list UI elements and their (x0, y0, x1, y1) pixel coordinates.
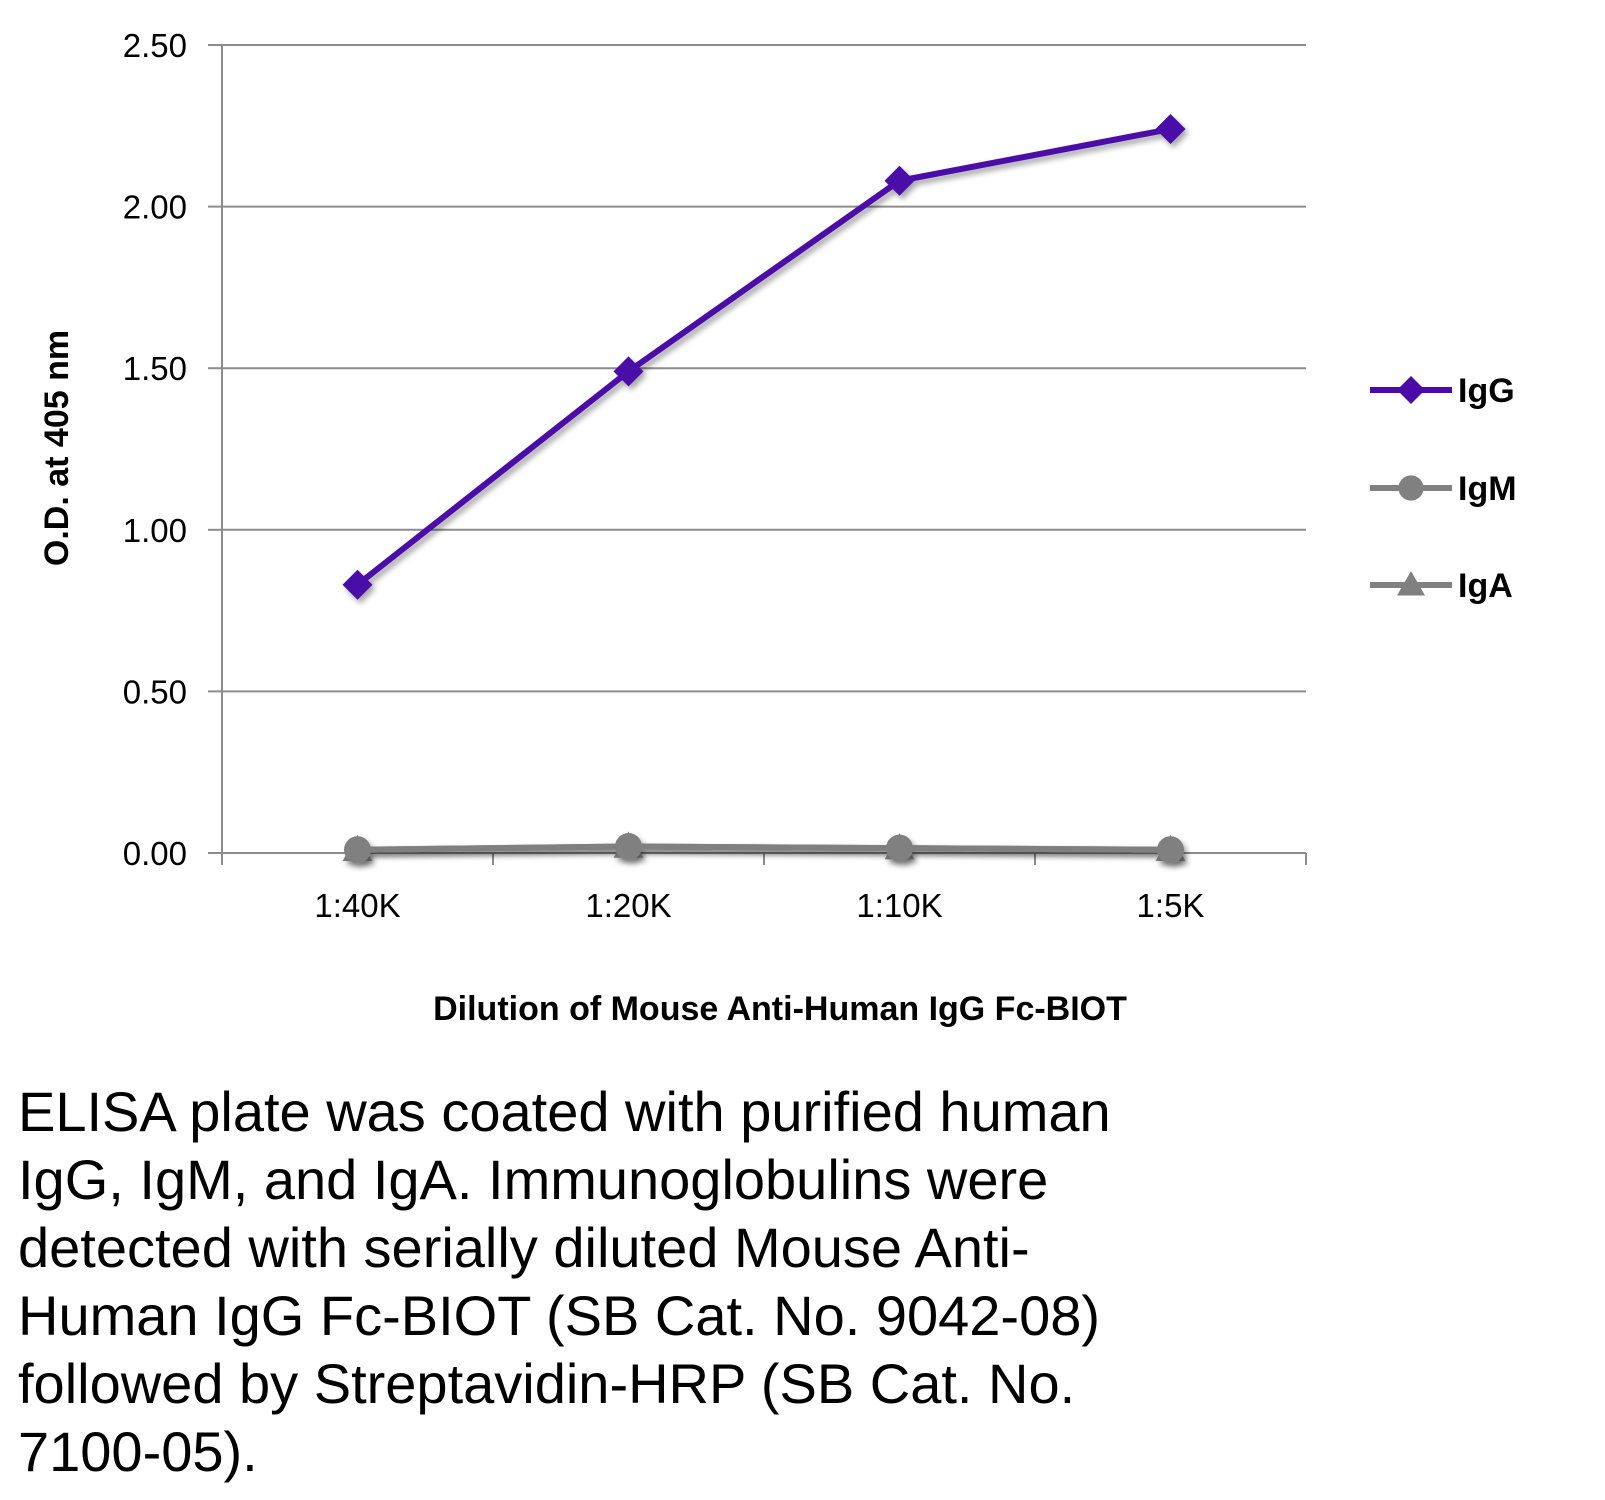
data-point-IgM-1:40K (344, 836, 371, 864)
y-tick-label-2.00: 2.00 (123, 189, 187, 226)
y-tick-label-1.00: 1.00 (123, 512, 187, 549)
gridlines (222, 44, 1306, 693)
series-lines (342, 114, 1186, 864)
legend-item-IgM: IgM (1370, 470, 1517, 508)
x-axis-tick-labels: 1:40K 1:20K 1:10K 1:5K (314, 887, 1204, 924)
y-tick-label-0.00: 0.00 (123, 835, 187, 872)
data-point-IgM-1:10K (886, 834, 913, 862)
y-axis-tick-labels: 0.00 0.50 1.00 1.50 2.00 2.50 (123, 27, 187, 872)
data-point-IgG-1:10K (884, 165, 915, 196)
x-tick-label-1:10K: 1:10K (856, 887, 942, 924)
x-tick-label-1:5K: 1:5K (1137, 887, 1205, 924)
series-line-IgM (357, 843, 1171, 853)
y-tick-label-2.50: 2.50 (123, 27, 187, 64)
series-IgM (344, 833, 1184, 864)
legend-label-IgM: IgM (1458, 470, 1517, 508)
y-tick-label-0.50: 0.50 (123, 673, 187, 710)
legend-label-IgA: IgA (1458, 567, 1513, 605)
elisa-line-chart: 0.00 0.50 1.00 1.50 2.00 2.50 1:40K 1:20K 1:10K… (38, 27, 1517, 1028)
data-point-IgM-1:5K (1157, 836, 1184, 864)
x-tick-label-1:20K: 1:20K (585, 887, 671, 924)
y-axis-title: O.D. at 405 nm (38, 330, 76, 566)
y-tick-label-1.50: 1.50 (123, 350, 187, 387)
legend-marker-IgA (1397, 571, 1425, 596)
legend-item-IgG: IgG (1370, 372, 1515, 410)
axes (208, 44, 1307, 865)
legend-label-IgG: IgG (1458, 372, 1515, 410)
legend-marker-IgM (1398, 475, 1424, 501)
legend-item-IgA: IgA (1370, 567, 1513, 605)
x-axis-title: Dilution of Mouse Anti-Human IgG Fc-BIOT (433, 990, 1127, 1028)
x-tick-label-1:40K: 1:40K (314, 887, 400, 924)
data-point-IgG-1:20K (613, 356, 644, 387)
data-point-IgG-1:5K (1155, 114, 1186, 145)
data-point-IgG-1:40K (342, 569, 373, 600)
figure-caption: ELISA plate was coated with purified hum… (18, 1080, 1111, 1483)
series-IgG (342, 114, 1186, 600)
series-line-IgG (355, 126, 1172, 588)
data-point-IgM-1:20K (615, 833, 642, 861)
legend-marker-IgG (1397, 376, 1425, 404)
legend: IgG IgM IgA (1370, 372, 1517, 605)
